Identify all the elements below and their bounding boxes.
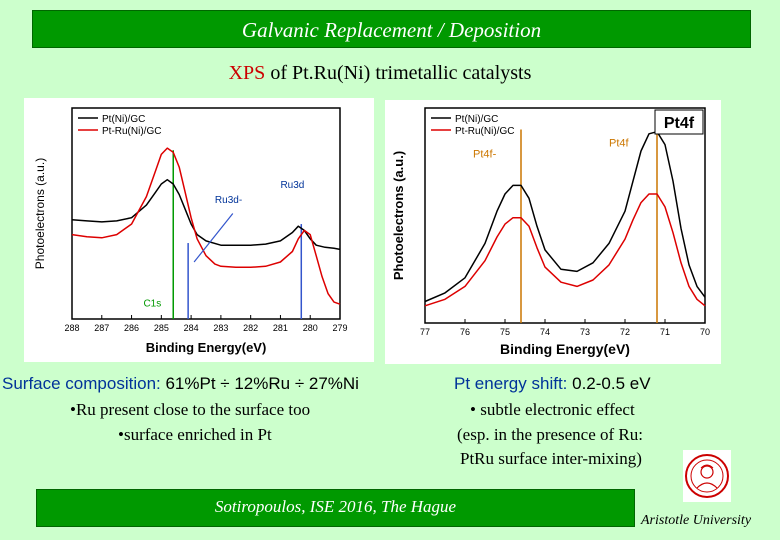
ru3d-y-axis-label: Photoelectrons (a.u.) bbox=[33, 158, 47, 269]
surface-intermixing-note: PtRu surface inter-mixing) bbox=[460, 449, 642, 468]
electronic-effect-note: • subtle electronic effect bbox=[470, 400, 635, 419]
xps-chart-pt4f-svg: 77 76 75 74 73 72 71 70 Binding Energy(eV) Photoe… bbox=[391, 107, 710, 357]
pt4f-x-tick-label: 73 bbox=[580, 327, 590, 337]
pt-enriched-note: •surface enriched in Pt bbox=[118, 425, 272, 444]
subtitle-rest: of Pt.Ru(Ni) trimetallic catalysts bbox=[265, 62, 532, 84]
ru3d-plot-frame bbox=[71, 107, 341, 320]
pt4f-x-tick-label: 75 bbox=[500, 327, 510, 337]
slide-subtitle: XPS of Pt.Ru(Ni) trimetallic catalysts bbox=[0, 62, 760, 85]
ru-present-note: •Ru present close to the surface too bbox=[70, 400, 311, 419]
pt4f-annot-pt4f-minus: Pt4f- bbox=[473, 148, 497, 160]
ru3d-legend-label-1: Pt-Ru(Ni)/GC bbox=[102, 126, 161, 137]
ru3d-x-tick-label: 283 bbox=[213, 323, 228, 333]
ru3d-x-tick-label: 281 bbox=[273, 323, 288, 333]
surface-composition-value: 61%Pt ÷ 12%Ru ÷ 27%Ni bbox=[160, 374, 359, 393]
pt4f-plot-frame bbox=[424, 107, 706, 324]
pt4f-x-tick-label: 71 bbox=[660, 327, 670, 337]
pt-energy-shift-value: 0.2-0.5 eV bbox=[567, 374, 651, 393]
university-seal-logo bbox=[683, 450, 731, 502]
surface-composition-label: Surface composition: bbox=[2, 374, 161, 393]
ru3d-x-tick-label: 285 bbox=[154, 323, 169, 333]
pt4f-x-tick-label: 72 bbox=[620, 327, 630, 337]
ru3d-annot-ru3d: Ru3d bbox=[280, 180, 304, 191]
ru3d-x-axis-label: Binding Energy(eV) bbox=[146, 340, 267, 355]
surface-composition-line: Surface composition: 61%Pt ÷ 12%Ru ÷ 27%… bbox=[2, 374, 359, 394]
subtitle-xps: XPS bbox=[228, 62, 266, 84]
ru-presence-note: (esp. in the presence of Ru: bbox=[457, 425, 643, 444]
slide-title: Galvanic Replacement / Deposition bbox=[241, 18, 542, 42]
ru3d-x-tick-label: 279 bbox=[332, 323, 347, 333]
footer-citation: Sotiropoulos, ISE 2016, The Hague bbox=[214, 497, 457, 516]
pt4f-title-box bbox=[654, 109, 704, 135]
xps-chart-ru3d: 288 287 286 285 284 283 282 281 280 279 Binding En… bbox=[24, 98, 374, 362]
xps-chart-pt4f: 77 76 75 74 73 72 71 70 Binding Energy(eV) Photoe… bbox=[385, 100, 721, 364]
pt4f-x-tick-label: 74 bbox=[540, 327, 550, 337]
pt4f-title: Pt4f bbox=[664, 115, 695, 132]
pt4f-x-tick-label: 70 bbox=[700, 327, 710, 337]
ru3d-x-tick-label: 286 bbox=[124, 323, 139, 333]
university-name: Aristotle University bbox=[641, 513, 752, 528]
ru3d-annot-arrow bbox=[193, 213, 234, 263]
ru3d-x-tick-label: 282 bbox=[243, 323, 258, 333]
pt4f-legend-label-0: Pt(Ni)/GC bbox=[455, 114, 498, 125]
pt4f-series-line-1 bbox=[424, 193, 706, 307]
pt-energy-shift-label: Pt energy shift: bbox=[454, 374, 568, 393]
pt4f-x-axis-label: Binding Energy(eV) bbox=[500, 341, 630, 357]
pt4f-series-line-0 bbox=[424, 130, 706, 303]
pt4f-x-tick-label: 76 bbox=[460, 327, 470, 337]
pt4f-y-axis-label: Photoelectrons (a.u.) bbox=[391, 151, 406, 280]
ru3d-annot-c1s: C1s bbox=[143, 298, 161, 309]
ru3d-x-tick-label: 288 bbox=[64, 323, 79, 333]
ru3d-x-tick-label: 280 bbox=[303, 323, 318, 333]
pt4f-x-tick-label: 77 bbox=[420, 327, 430, 337]
title-banner: Galvanic Replacement / Deposition bbox=[32, 10, 751, 48]
pt4f-legend-label-1: Pt-Ru(Ni)/GC bbox=[455, 126, 514, 137]
ru3d-annot-ru3d-minus: Ru3d- bbox=[215, 195, 242, 206]
ru3d-x-tick-label: 287 bbox=[94, 323, 109, 333]
xps-chart-ru3d-svg: 288 287 286 285 284 283 282 281 280 279 Binding En… bbox=[33, 107, 348, 355]
ru3d-series-line-1 bbox=[71, 147, 341, 305]
pt-energy-shift-line: Pt energy shift: 0.2-0.5 eV bbox=[454, 374, 651, 394]
ru3d-x-tick-label: 284 bbox=[184, 323, 199, 333]
footer-banner: Sotiropoulos, ISE 2016, The Hague bbox=[36, 489, 635, 527]
pt4f-annot-pt4f: Pt4f bbox=[609, 138, 630, 150]
ru3d-legend-label-0: Pt(Ni)/GC bbox=[102, 114, 145, 125]
